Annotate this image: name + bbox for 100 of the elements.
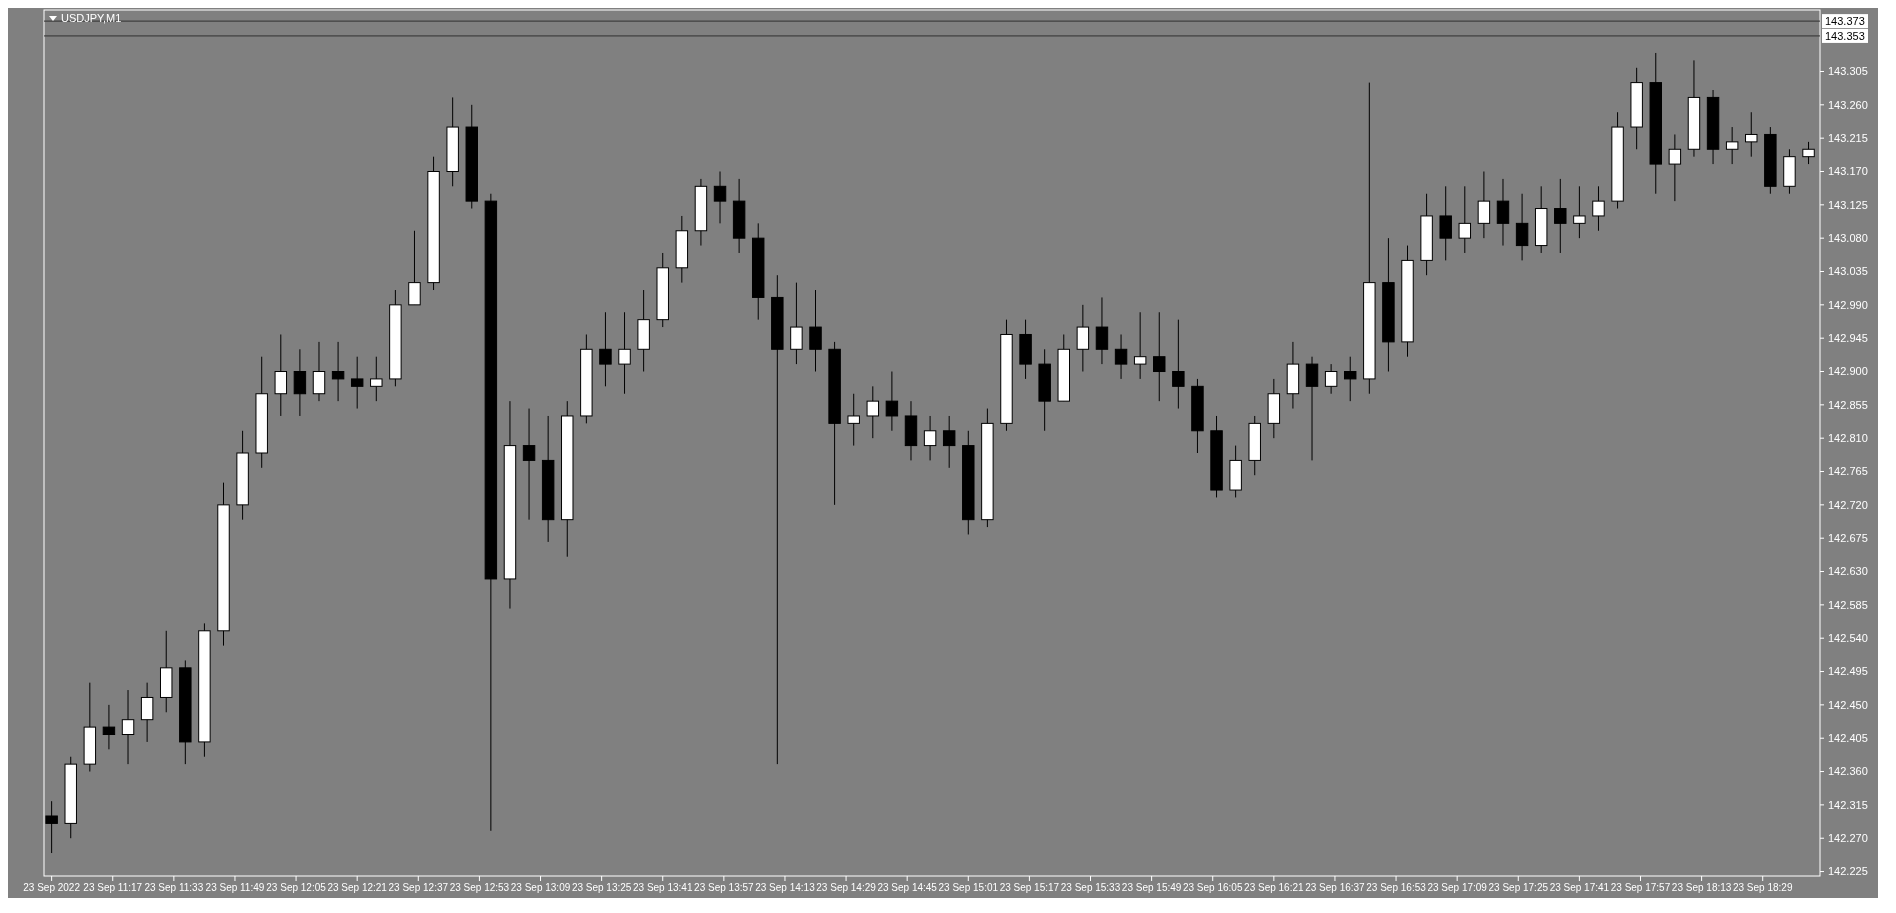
candlestick xyxy=(331,341,345,402)
x-tick-label: 23 Sep 18:29 xyxy=(1732,882,1793,893)
candlestick xyxy=(1668,133,1682,202)
x-tick-label: 23 Sep 18:13 xyxy=(1671,882,1732,893)
candlestick xyxy=(274,333,288,417)
candlestick xyxy=(102,704,116,750)
x-tick-label: 23 Sep 17:41 xyxy=(1549,882,1610,893)
candlestick xyxy=(618,311,631,395)
candlestick xyxy=(1458,185,1472,254)
y-tick-label: 143.215 xyxy=(1828,132,1868,145)
x-tick-label: 23 Sep 11:49 xyxy=(205,882,265,893)
candlestick xyxy=(1172,319,1185,410)
y-tick-label: 142.585 xyxy=(1828,598,1868,611)
candlestick xyxy=(1439,185,1452,261)
x-tick-label: 23 Sep 16:37 xyxy=(1305,882,1366,893)
candlestick xyxy=(866,385,880,439)
x-tick-label: 23 Sep 13:41 xyxy=(632,882,693,893)
candlestick xyxy=(790,282,803,365)
x-tick-label: 23 Sep 14:29 xyxy=(816,882,877,893)
x-tick-label: 23 Sep 2022 xyxy=(23,882,81,893)
y-tick-label: 142.405 xyxy=(1828,732,1868,745)
candlestick xyxy=(1133,311,1147,380)
y-tick-label: 142.630 xyxy=(1828,565,1868,578)
x-tick-label: 23 Sep 12:05 xyxy=(266,882,327,893)
y-tick-label: 142.810 xyxy=(1828,432,1868,445)
candlestick xyxy=(293,348,307,417)
candlestick xyxy=(522,408,536,521)
y-tick-label: 142.720 xyxy=(1828,498,1868,511)
x-tick-label: 23 Sep 15:01 xyxy=(938,882,999,893)
y-tick-label: 142.495 xyxy=(1828,665,1868,678)
x-tick-label: 23 Sep 14:45 xyxy=(877,882,938,893)
x-tick-label: 23 Sep 15:33 xyxy=(1060,882,1121,893)
x-tick-label: 23 Sep 13:57 xyxy=(694,882,755,893)
y-tick-label: 142.855 xyxy=(1828,398,1868,411)
candlestick xyxy=(1573,185,1586,239)
candlestick xyxy=(1802,141,1815,165)
candlestick xyxy=(45,800,58,854)
candlestick xyxy=(140,682,154,743)
x-tick-label: 23 Sep 14:13 xyxy=(755,882,816,893)
candlestick xyxy=(847,393,860,447)
candlestick xyxy=(1076,304,1090,373)
x-tick-label: 23 Sep 11:17 xyxy=(83,882,143,893)
x-tick-label: 23 Sep 16:05 xyxy=(1182,882,1243,893)
candlestick xyxy=(771,274,784,765)
candlestick xyxy=(1592,185,1605,232)
candlestick xyxy=(370,356,383,402)
y-tick-label: 142.450 xyxy=(1828,698,1868,711)
y-tick-label: 143.080 xyxy=(1828,232,1868,245)
x-tick-label: 23 Sep 16:53 xyxy=(1366,882,1427,893)
y-tick-label: 142.225 xyxy=(1828,865,1868,878)
y-tick-label: 143.170 xyxy=(1828,165,1868,178)
candlestick xyxy=(942,415,956,469)
candlestick xyxy=(1153,311,1166,402)
y-tick-label: 143.125 xyxy=(1828,198,1868,211)
candlestick xyxy=(809,289,822,373)
x-tick-label: 23 Sep 17:57 xyxy=(1610,882,1671,893)
candlestick xyxy=(1745,111,1758,158)
candlestick xyxy=(1343,356,1357,402)
ref-line-label: 143.373 xyxy=(1825,14,1865,27)
candlestick xyxy=(713,171,727,224)
candlestick xyxy=(1324,363,1338,395)
y-tick-label: 142.765 xyxy=(1828,465,1868,478)
candlestick xyxy=(1725,126,1739,165)
candlestick xyxy=(923,415,937,461)
y-tick-label: 142.270 xyxy=(1828,832,1868,845)
candlestick xyxy=(1496,178,1510,247)
y-tick-label: 142.675 xyxy=(1828,532,1868,545)
x-tick-label: 23 Sep 12:53 xyxy=(449,882,510,893)
candlestick xyxy=(1477,171,1491,239)
candlestick xyxy=(350,356,364,410)
candlestick xyxy=(408,230,421,306)
candlestick xyxy=(1305,356,1319,461)
y-tick-label: 142.990 xyxy=(1828,298,1868,311)
candlestick xyxy=(1095,296,1109,365)
x-tick-label: 23 Sep 13:09 xyxy=(510,882,571,893)
x-tick-label: 23 Sep 12:21 xyxy=(327,882,388,893)
candlestick xyxy=(885,371,899,432)
x-tick-label: 23 Sep 15:49 xyxy=(1121,882,1182,893)
candlestick xyxy=(312,341,326,402)
x-tick-label: 23 Sep 17:09 xyxy=(1427,882,1488,893)
ref-line-label: 143.353 xyxy=(1825,29,1865,42)
x-tick-label: 23 Sep 13:25 xyxy=(571,882,632,893)
y-tick-label: 142.540 xyxy=(1828,632,1868,645)
x-tick-label: 23 Sep 11:33 xyxy=(144,882,204,893)
x-tick-label: 23 Sep 17:25 xyxy=(1488,882,1549,893)
y-tick-label: 142.360 xyxy=(1828,765,1868,778)
y-tick-label: 143.035 xyxy=(1828,265,1868,278)
x-tick-label: 23 Sep 16:21 xyxy=(1244,882,1305,893)
candlestick xyxy=(1114,333,1128,380)
chart-title: USDJPY,M1 xyxy=(61,12,122,24)
candlestick xyxy=(121,689,135,765)
x-tick-label: 23 Sep 15:17 xyxy=(999,882,1060,893)
y-tick-label: 142.900 xyxy=(1828,365,1868,378)
y-tick-label: 142.315 xyxy=(1828,798,1868,811)
x-tick-label: 23 Sep 12:37 xyxy=(388,882,449,893)
candlestick xyxy=(1515,193,1529,261)
candlestick xyxy=(599,311,612,387)
y-tick-label: 143.260 xyxy=(1828,98,1868,111)
candlestick xyxy=(1554,178,1567,254)
y-tick-label: 143.305 xyxy=(1828,65,1868,78)
